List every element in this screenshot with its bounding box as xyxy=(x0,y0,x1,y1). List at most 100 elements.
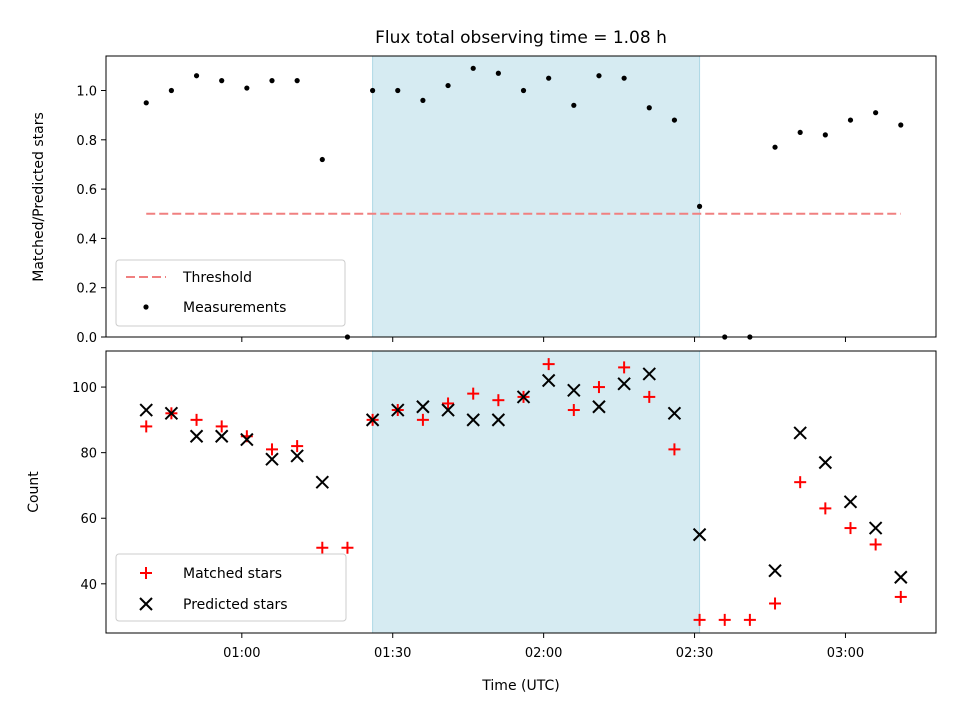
bottom-x-tick-label: 02:30 xyxy=(676,646,713,661)
predicted-x-b xyxy=(894,570,908,584)
predicted-star-point xyxy=(441,403,455,417)
measurement-point xyxy=(646,105,652,111)
matched-star-point xyxy=(668,443,681,456)
predicted-star-point xyxy=(541,373,556,388)
measurement-point xyxy=(822,132,828,138)
measurement-point xyxy=(420,97,426,103)
bottom-y-tick-label: 60 xyxy=(80,512,97,527)
predicted-star-point xyxy=(315,475,330,489)
measurement-point xyxy=(772,144,778,150)
matched-star-point xyxy=(869,538,882,551)
measurement-point xyxy=(370,87,376,94)
bottom-x-tick-label: 03:00 xyxy=(827,646,864,661)
measurement-point xyxy=(621,75,627,81)
matched-star-point xyxy=(215,420,228,433)
predicted-x-b xyxy=(516,390,531,404)
top-y-tick-label: 0.4 xyxy=(76,232,97,247)
measurement-point xyxy=(219,78,225,84)
bottom-observing-span xyxy=(372,350,701,634)
bottom-x-ticks: 01:00 01:30 02:00 02:30 03:00 xyxy=(223,633,864,661)
predicted-x-b xyxy=(365,413,380,427)
predicted-x-b xyxy=(240,432,254,447)
bottom-points xyxy=(139,358,908,626)
matched-star-point xyxy=(492,394,505,407)
matched-star-point xyxy=(341,541,354,554)
measurement-point xyxy=(143,100,149,106)
measurement-point xyxy=(571,102,577,108)
measurement-point xyxy=(873,110,879,116)
predicted-x-b xyxy=(466,413,480,427)
predicted-x-b xyxy=(768,563,782,578)
top-y-axis-label: Matched/Predicted stars xyxy=(31,112,47,282)
matched-star-point xyxy=(769,597,782,610)
predicted-star-point xyxy=(894,570,908,584)
predicted-star-point xyxy=(466,413,480,427)
top-panel: 0.0 0.2 0.4 0.6 0.8 1.0 Matched/Predicted sta… xyxy=(31,55,937,346)
predicted-star-point xyxy=(617,377,631,391)
legend-matched-label: Matched stars xyxy=(183,566,282,582)
matched-star-point xyxy=(140,420,153,433)
top-x-ticks xyxy=(241,337,846,342)
predicted-star-point xyxy=(692,527,707,542)
predicted-star-point xyxy=(491,413,506,427)
predicted-x-b xyxy=(265,452,279,466)
top-y-tick-label: 0.6 xyxy=(76,183,97,198)
legend-predicted-swatch xyxy=(139,597,153,611)
predicted-x-b xyxy=(189,429,204,443)
predicted-x-b xyxy=(818,455,833,470)
top-legend-box xyxy=(115,259,346,327)
predicted-star-point xyxy=(391,403,405,417)
matched-star-point xyxy=(718,613,731,626)
measurement-point xyxy=(319,156,325,163)
predicted-x-b xyxy=(868,521,883,535)
measurement-point xyxy=(244,85,250,91)
bottom-y-tick-label: 100 xyxy=(72,381,97,396)
predicted-x-b xyxy=(315,475,330,489)
predicted-x-b xyxy=(290,449,304,463)
measurement-point xyxy=(696,203,703,209)
predicted-x-b xyxy=(592,400,606,414)
matched-star-point xyxy=(693,613,706,626)
predicted-star-point xyxy=(265,452,279,466)
predicted-star-point xyxy=(365,413,380,427)
measurement-point xyxy=(797,129,803,136)
predicted-star-point xyxy=(818,455,833,470)
predicted-x-b xyxy=(416,400,430,414)
predicted-x-b xyxy=(164,406,179,421)
matched-star-point xyxy=(618,361,631,374)
measurement-point xyxy=(898,122,904,128)
predicted-star-point xyxy=(567,383,581,398)
predicted-x-b xyxy=(692,527,707,542)
bottom-x-tick-label: 02:00 xyxy=(525,646,562,661)
matched-star-point xyxy=(643,390,656,403)
legend-threshold-label: Threshold xyxy=(182,270,252,286)
legend-predicted-label: Predicted stars xyxy=(183,597,288,613)
matched-star-point xyxy=(542,358,555,371)
measurement-point xyxy=(470,65,476,71)
matched-star-point xyxy=(291,440,304,453)
measurement-point xyxy=(671,117,678,123)
bottom-y-tick-label: 80 xyxy=(80,447,97,462)
predicted-star-point xyxy=(592,400,606,414)
predicted-x-b xyxy=(667,406,682,421)
legend-measurements-label: Measurements xyxy=(183,300,286,316)
predicted-star-point xyxy=(214,429,229,443)
measurement-point xyxy=(269,78,275,84)
top-observing-span xyxy=(372,55,701,338)
top-y-tick-label: 1.0 xyxy=(76,85,97,100)
bottom-y-axis-label: Count xyxy=(26,471,42,513)
matched-star-point xyxy=(844,522,857,535)
matched-star-point xyxy=(794,476,807,489)
top-y-tick-label: 0.8 xyxy=(76,134,97,149)
bottom-y-ticks: 40 60 80 100 xyxy=(72,381,106,593)
bottom-legend-box xyxy=(115,553,347,622)
bottom-legend: Matched stars Predicted stars xyxy=(115,553,347,622)
top-y-ticks: 0.0 0.2 0.4 0.6 0.8 1.0 xyxy=(76,85,106,346)
predicted-x-b xyxy=(214,429,229,443)
predicted-star-point xyxy=(768,563,782,578)
predicted-star-point xyxy=(793,426,807,440)
measurement-point xyxy=(495,70,501,76)
predicted-star-point xyxy=(667,406,682,421)
predicted-x-b xyxy=(441,403,455,417)
